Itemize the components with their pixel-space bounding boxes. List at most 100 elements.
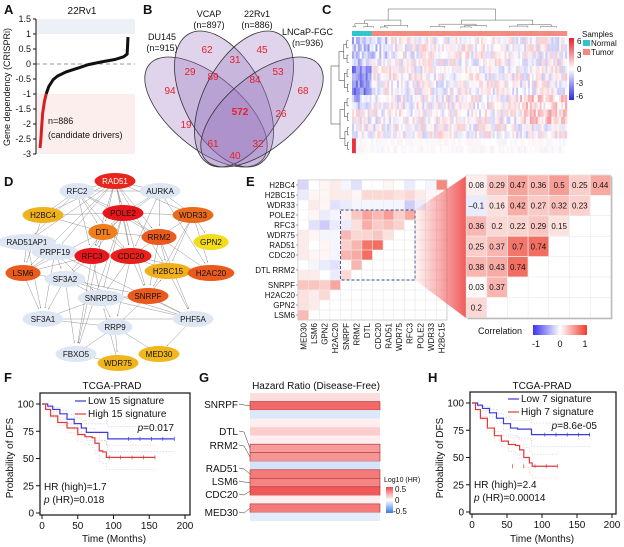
- heatmap-cell: [543, 44, 546, 52]
- correlation-cell: [340, 250, 351, 260]
- inset-cell: [487, 195, 507, 216]
- legend-swatch-tumor: [583, 49, 590, 55]
- network-node-label: RRM2: [148, 233, 171, 242]
- heatmap-cell: [484, 66, 488, 74]
- heatmap-cell: [381, 116, 384, 125]
- heatmap-cell: [426, 44, 429, 52]
- heatmap-cell: [453, 44, 456, 52]
- heatmap-cell: [428, 124, 431, 132]
- heatmap-cell: [543, 138, 546, 146]
- heatmap-cell: [439, 145, 443, 154]
- heatmap-cell: [418, 145, 421, 154]
- heatmap-cell: [496, 58, 499, 67]
- inset-cell: [549, 216, 570, 236]
- heatmap-cell: [500, 124, 503, 132]
- heatmap-cell: [426, 109, 429, 117]
- heatmap-cell: [525, 37, 529, 45]
- heatmap-cell: [398, 87, 402, 96]
- heatmap-cell: [561, 66, 564, 74]
- x-tick-label: 100: [105, 521, 122, 532]
- heatmap-cell: [396, 80, 400, 88]
- heatmap-cell: [453, 145, 456, 154]
- heatmap-cell: [496, 44, 499, 52]
- sample-annotation-cell: [353, 31, 357, 36]
- inset-cell: [507, 236, 528, 257]
- sample-annotation-cell: [424, 31, 427, 36]
- heatmap-cell: [410, 44, 413, 52]
- heatmap-cell: [420, 124, 423, 132]
- heatmap-cell: [494, 109, 497, 117]
- heatmap-cell: [541, 44, 544, 52]
- heatmap-cell: [402, 87, 405, 96]
- heatmap-cell: [547, 138, 550, 146]
- sample-annotation-cell: [535, 31, 538, 36]
- heatmap-cell: [510, 102, 513, 110]
- x-tick-label: 150: [141, 521, 158, 532]
- row-dendrogram-branch: [346, 69, 349, 78]
- heatmap-cell: [525, 124, 529, 132]
- heatmap-cell: [557, 87, 560, 96]
- heatmap-cell: [520, 138, 523, 146]
- heatmap-cell: [492, 145, 495, 154]
- inset-cell-value: –0.1: [469, 202, 485, 211]
- heatmap-cell: [531, 66, 534, 74]
- column-dendrogram-branch: [384, 25, 408, 28]
- heatmap-cell: [498, 51, 501, 59]
- heatmap-cell: [385, 102, 388, 110]
- column-label: RRM2: [353, 322, 362, 345]
- heatmap-cell: [375, 66, 378, 74]
- heatmap-cell: [410, 109, 413, 117]
- heatmap-cell: [434, 58, 437, 67]
- heatmap-cell: [510, 138, 513, 146]
- heatmap-cell: [565, 95, 568, 103]
- heatmap-cell: [459, 73, 462, 81]
- heatmap-cell: [539, 87, 542, 96]
- heatmap-cell: [361, 44, 364, 52]
- heatmap-cell: [463, 73, 466, 81]
- heatmap-cell: [365, 37, 368, 45]
- heatmap-cell: [377, 145, 380, 154]
- sample-annotation-cell: [381, 31, 384, 36]
- heatmap-cell: [527, 109, 531, 117]
- heatmap-cell: [422, 145, 425, 154]
- heatmap-cell: [486, 95, 490, 103]
- heatmap-cell: [357, 66, 361, 74]
- heatmap-cell: [520, 109, 523, 117]
- heatmap-cell: [393, 66, 396, 74]
- heatmap-cell: [404, 102, 407, 110]
- heatmap-cell: [426, 80, 429, 88]
- heatmap-cell: [352, 116, 355, 125]
- heatmap-cell: [481, 51, 484, 59]
- heatmap-cell: [459, 145, 462, 154]
- heatmap-cell: [449, 124, 452, 132]
- heatmap-cell: [547, 80, 550, 88]
- panel-a-ylabel: Gene dependency (CRISPRi): [2, 28, 12, 146]
- heatmap-cell: [441, 102, 445, 110]
- network-node-gpn2: GPN2: [193, 234, 229, 250]
- heatmap-cell: [465, 109, 468, 117]
- heatmap-cell: [400, 44, 404, 52]
- heatmap-cell: [502, 131, 505, 139]
- heatmap-cell: [512, 80, 515, 88]
- heatmap-cell: [387, 138, 390, 146]
- correlation-cell: [330, 250, 341, 260]
- heatmap-cell: [469, 37, 472, 45]
- heatmap-cell: [367, 51, 370, 59]
- heatmap-cell: [389, 102, 392, 110]
- heatmap-cell: [524, 58, 527, 67]
- correlation-cell: [415, 180, 426, 190]
- heatmap-cell: [518, 37, 521, 45]
- heatmap-cell: [353, 58, 357, 67]
- samples-legend-title: Samples: [582, 30, 613, 39]
- heatmap-cell: [551, 131, 554, 139]
- heatmap-cell: [408, 124, 411, 132]
- heatmap-cell: [506, 44, 509, 52]
- heatmap-cell: [488, 66, 491, 74]
- legend-swatch-normal: [583, 40, 590, 46]
- heatmap-cell: [379, 109, 382, 117]
- sample-annotation-cell: [365, 31, 368, 36]
- heatmap-cell: [527, 138, 531, 146]
- heatmap-cell: [494, 131, 497, 139]
- heatmap-cell: [385, 58, 388, 67]
- heatmap-cell: [524, 102, 527, 110]
